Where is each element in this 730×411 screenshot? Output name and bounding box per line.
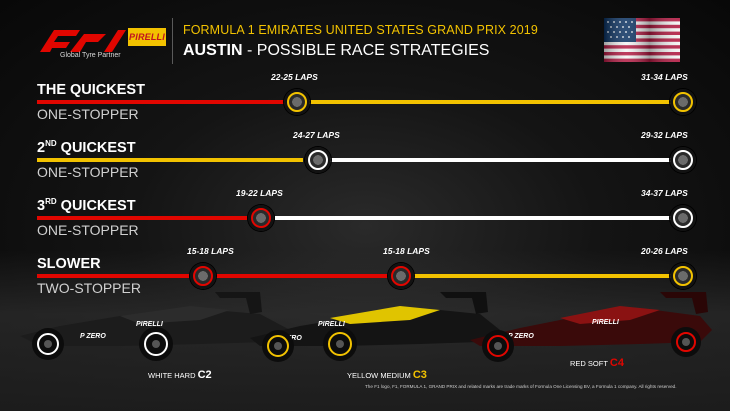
strategy-3-name: 3RD QUICKEST <box>37 197 136 214</box>
strategy-4-stint-1 <box>37 274 189 278</box>
soft-tyre-icon <box>388 263 414 289</box>
strategy-4-stop-2-laps: 15-18 LAPS <box>383 246 430 256</box>
medium-tyre-icon <box>670 263 696 289</box>
strategy-1-stint-1 <box>37 100 293 104</box>
strategy-4-type: TWO-STOPPER <box>37 280 141 296</box>
strategy-2-type: ONE-STOPPER <box>37 164 139 180</box>
car-white-hard: PIRELLI P ZERO <box>20 292 290 361</box>
city-name: AUSTIN <box>183 42 243 59</box>
strategy-1-type: ONE-STOPPER <box>37 106 139 122</box>
strategy-3-stint-1 <box>37 216 247 220</box>
hard-tyre-icon <box>670 147 696 173</box>
strategy-2-name: 2ND QUICKEST <box>37 139 136 156</box>
strategy-1-stop-1-laps: 22-25 LAPS <box>271 72 318 82</box>
strategy-2-stint-1 <box>37 158 303 162</box>
strategy-1-name: THE QUICKEST <box>37 82 145 98</box>
header-divider <box>172 18 173 64</box>
car-1-tyre-brand: P ZERO <box>80 333 106 340</box>
medium-tyre-icon <box>670 89 696 115</box>
car-1-sponsor: PIRELLI <box>136 321 164 328</box>
legal-notice: The F1 logo, F1, FORMULA 1, GRAND PRIX a… <box>365 384 677 389</box>
strategy-4-stop-1-laps: 15-18 LAPS <box>187 246 234 256</box>
strategy-2-stint-2 <box>330 158 673 162</box>
f1-logo-icon <box>40 30 126 52</box>
car-red-soft: PIRELLI P ZERO <box>470 292 712 362</box>
strategy-4-stop-3-laps: 20-26 LAPS <box>641 246 688 256</box>
soft-tyre-icon <box>248 205 274 231</box>
strategy-2-stop-1-laps: 24-27 LAPS <box>293 130 340 140</box>
medium-tyre-icon <box>284 89 310 115</box>
partner-text: Global Tyre Partner <box>60 52 121 59</box>
compound-label-soft: RED SOFT C4 <box>570 357 624 369</box>
strategy-3-type: ONE-STOPPER <box>37 222 139 238</box>
strategy-2-stop-2-laps: 29-32 LAPS <box>641 130 688 140</box>
hard-tyre-icon <box>670 205 696 231</box>
car-yellow-medium: PIRELLI P ZERO <box>250 292 500 362</box>
hard-tyre-icon <box>305 147 331 173</box>
strategy-3-stint-2 <box>275 216 673 220</box>
soft-tyre-icon <box>190 263 216 289</box>
pirelli-logo: PIRELLI <box>128 28 166 46</box>
compound-label-hard: WHITE HARD C2 <box>148 369 212 381</box>
strategy-3-stop-2-laps: 34-37 LAPS <box>641 188 688 198</box>
strategy-4-name: SLOWER <box>37 256 101 272</box>
strategy-4-stint-2 <box>216 274 388 278</box>
car-3-tyre-brand: P ZERO <box>508 333 534 340</box>
car-2-sponsor: PIRELLI <box>318 321 346 328</box>
strategy-4-stint-3 <box>414 274 673 278</box>
page-title: AUSTIN - POSSIBLE RACE STRATEGIES <box>183 42 489 60</box>
strategy-1-stop-2-laps: 31-34 LAPS <box>641 72 688 82</box>
event-title: FORMULA 1 EMIRATES UNITED STATES GRAND P… <box>183 23 538 37</box>
compound-label-medium: YELLOW MEDIUM C3 <box>347 369 427 381</box>
usa-flag-icon <box>604 18 680 62</box>
car-3-sponsor: PIRELLI <box>592 319 620 326</box>
subtitle-text: - POSSIBLE RACE STRATEGIES <box>242 42 490 59</box>
f1-cars-image: PIRELLI P ZERO PIRELLI P ZERO PIRELLI P … <box>20 292 712 362</box>
strategy-1-stint-2 <box>305 100 673 104</box>
strategy-3-stop-1-laps: 19-22 LAPS <box>236 188 283 198</box>
